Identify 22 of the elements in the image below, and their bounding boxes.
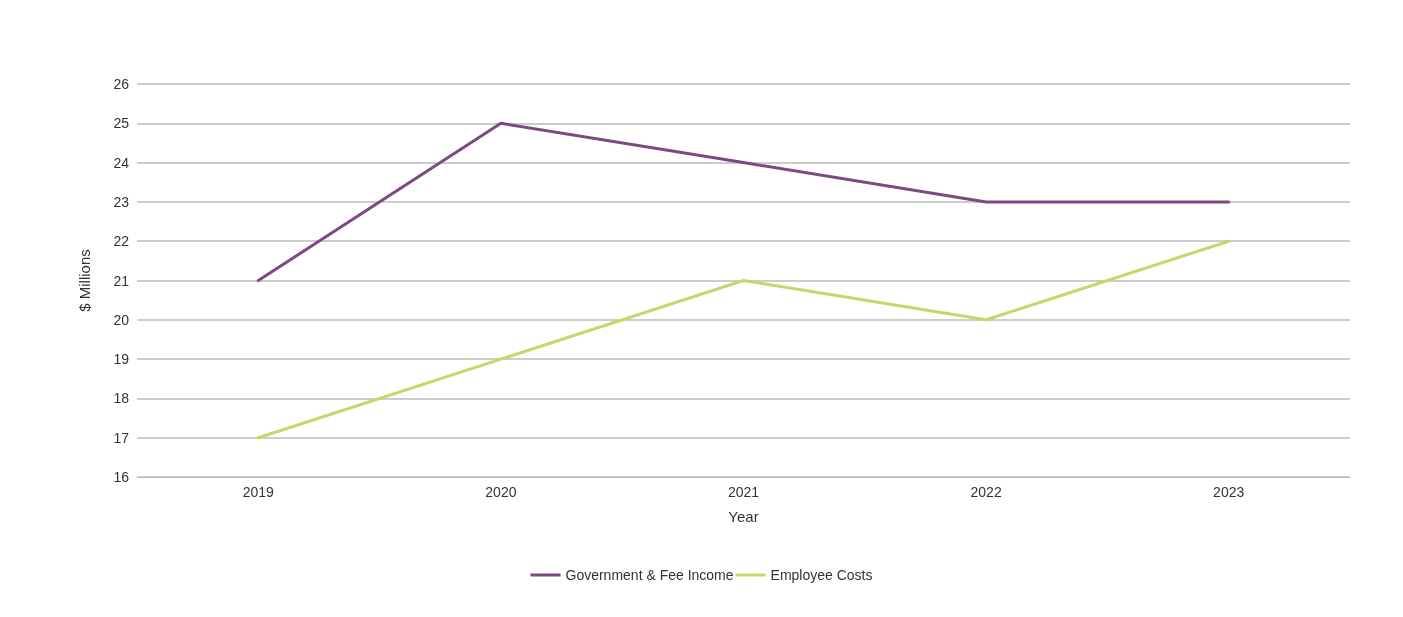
y-tick-label: 18 <box>113 390 130 407</box>
line-series <box>256 121 1231 282</box>
y-tick-label: 26 <box>113 76 130 92</box>
y-tick-label: 19 <box>113 351 130 368</box>
line-series <box>256 239 1231 440</box>
y-tick-label: 16 <box>113 469 130 485</box>
x-tick-label: 2023 <box>1213 484 1245 500</box>
y-tick-label: 20 <box>113 311 130 328</box>
y-tick-label: 24 <box>113 154 130 171</box>
x-axis-title: Year <box>728 508 759 525</box>
y-axis-title: $ Millions <box>76 249 93 312</box>
y-tick-label: 17 <box>113 429 130 446</box>
legend-label: Employee Costs <box>770 567 873 583</box>
legend-label: Government & Fee Income <box>565 567 734 583</box>
y-tick-label: 25 <box>113 115 130 132</box>
x-tick-label: 2020 <box>485 484 517 500</box>
y-tick-label: 23 <box>113 193 130 210</box>
x-tick-label: 2022 <box>970 484 1002 500</box>
y-tick-label: 21 <box>113 272 130 289</box>
x-tick-label: 2019 <box>242 484 275 500</box>
y-tick-label: 22 <box>113 233 130 250</box>
x-tick-label: 2021 <box>727 484 760 500</box>
